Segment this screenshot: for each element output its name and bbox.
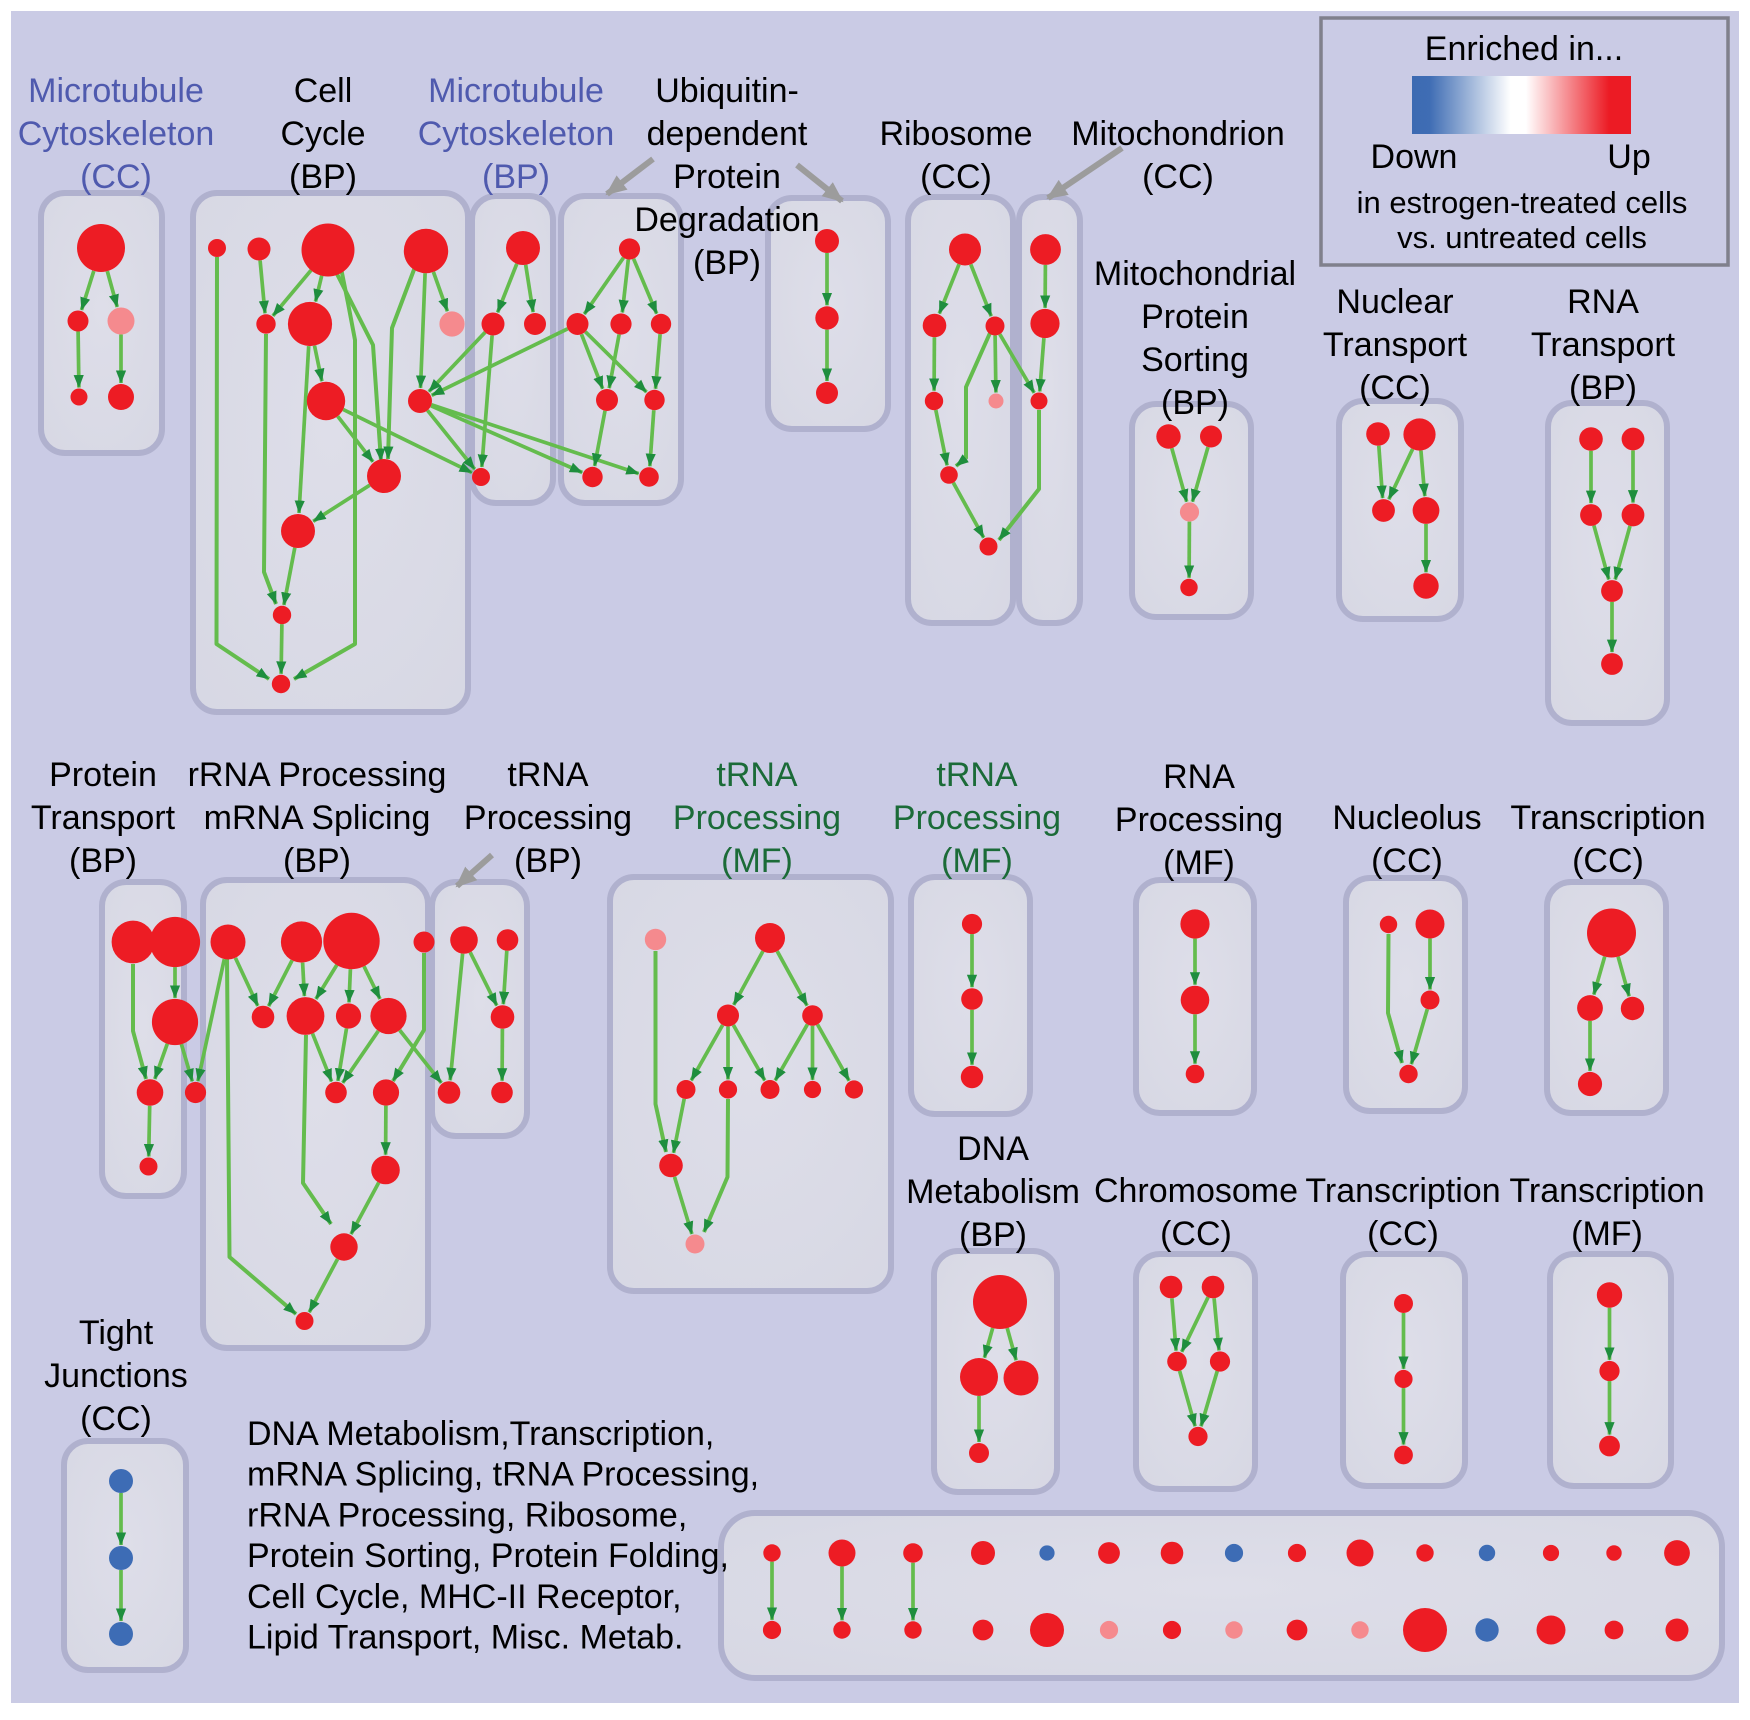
svg-text:Cycle: Cycle <box>280 115 365 153</box>
svg-text:Microtubule: Microtubule <box>28 72 204 110</box>
svg-text:Cell: Cell <box>294 72 353 110</box>
svg-text:(BP): (BP) <box>289 158 357 196</box>
svg-text:Microtubule: Microtubule <box>428 72 604 110</box>
svg-text:mRNA Splicing, tRNA Processing: mRNA Splicing, tRNA Processing, <box>247 1456 759 1494</box>
svg-text:(CC): (CC) <box>1142 158 1214 196</box>
svg-text:RNA: RNA <box>1163 758 1235 796</box>
svg-text:vs. untreated cells: vs. untreated cells <box>1397 220 1647 255</box>
svg-text:Transcription: Transcription <box>1305 1172 1500 1210</box>
svg-text:RNA: RNA <box>1567 283 1639 321</box>
svg-text:(CC): (CC) <box>1160 1215 1232 1253</box>
svg-text:Tight: Tight <box>79 1314 154 1352</box>
svg-text:Processing: Processing <box>893 799 1061 837</box>
svg-text:Transport: Transport <box>1323 326 1468 364</box>
svg-text:(CC): (CC) <box>80 1400 152 1438</box>
svg-text:Transcription: Transcription <box>1509 1172 1704 1210</box>
svg-text:(BP): (BP) <box>1161 384 1229 422</box>
svg-text:(MF): (MF) <box>1163 844 1235 882</box>
svg-text:(CC): (CC) <box>1367 1215 1439 1253</box>
svg-text:(MF): (MF) <box>941 842 1013 880</box>
svg-text:(BP): (BP) <box>693 244 761 282</box>
svg-text:(CC): (CC) <box>1572 842 1644 880</box>
svg-text:Junctions: Junctions <box>44 1357 188 1395</box>
svg-text:Up: Up <box>1607 138 1650 176</box>
svg-text:Mitochondrion: Mitochondrion <box>1071 115 1285 153</box>
svg-text:rRNA Processing: rRNA Processing <box>188 756 447 794</box>
svg-text:Processing: Processing <box>464 799 632 837</box>
svg-text:Enriched in...: Enriched in... <box>1425 30 1623 68</box>
svg-text:Cell Cycle, MHC-II Receptor,: Cell Cycle, MHC-II Receptor, <box>247 1578 682 1616</box>
svg-text:(CC): (CC) <box>1371 842 1443 880</box>
svg-text:Transcription: Transcription <box>1510 799 1705 837</box>
svg-text:tRNA: tRNA <box>716 756 798 794</box>
svg-text:Protein: Protein <box>1141 298 1249 336</box>
svg-text:DNA Metabolism,Transcription,: DNA Metabolism,Transcription, <box>247 1415 714 1453</box>
svg-text:Mitochondrial: Mitochondrial <box>1094 255 1296 293</box>
svg-text:rRNA Processing, Ribosome,: rRNA Processing, Ribosome, <box>247 1496 687 1534</box>
svg-text:Protein Sorting, Protein Foldi: Protein Sorting, Protein Folding, <box>247 1537 729 1575</box>
svg-text:Processing: Processing <box>1115 801 1283 839</box>
svg-text:Protein: Protein <box>49 756 157 794</box>
svg-text:(BP): (BP) <box>69 842 137 880</box>
svg-text:Nuclear: Nuclear <box>1336 283 1453 321</box>
svg-text:Transport: Transport <box>31 799 176 837</box>
svg-text:Cytoskeleton: Cytoskeleton <box>18 115 215 153</box>
svg-text:Ribosome: Ribosome <box>879 115 1032 153</box>
svg-text:in estrogen-treated cells: in estrogen-treated cells <box>1357 185 1688 220</box>
svg-text:(CC): (CC) <box>1359 369 1431 407</box>
svg-text:(MF): (MF) <box>1571 1215 1643 1253</box>
svg-text:Chromosome: Chromosome <box>1094 1172 1298 1210</box>
svg-text:(CC): (CC) <box>920 158 992 196</box>
svg-text:tRNA: tRNA <box>507 756 589 794</box>
svg-text:mRNA Splicing: mRNA Splicing <box>204 799 431 837</box>
svg-text:DNA: DNA <box>957 1130 1029 1168</box>
svg-text:Cytoskeleton: Cytoskeleton <box>418 115 615 153</box>
svg-text:dependent: dependent <box>647 115 808 153</box>
svg-text:Ubiquitin-: Ubiquitin- <box>655 72 799 110</box>
svg-text:(BP): (BP) <box>959 1216 1027 1254</box>
svg-text:tRNA: tRNA <box>936 756 1018 794</box>
svg-text:Lipid Transport, Misc. Metab.: Lipid Transport, Misc. Metab. <box>247 1619 684 1657</box>
svg-text:Processing: Processing <box>673 799 841 837</box>
svg-text:(BP): (BP) <box>1569 369 1637 407</box>
svg-text:(BP): (BP) <box>514 842 582 880</box>
svg-text:Transport: Transport <box>1531 326 1676 364</box>
svg-text:Metabolism: Metabolism <box>906 1173 1080 1211</box>
svg-text:Sorting: Sorting <box>1141 341 1249 379</box>
svg-text:(CC): (CC) <box>80 158 152 196</box>
svg-text:Protein: Protein <box>673 158 781 196</box>
svg-text:Down: Down <box>1371 138 1458 176</box>
svg-text:(BP): (BP) <box>283 842 351 880</box>
svg-text:Degradation: Degradation <box>634 201 819 239</box>
svg-text:(BP): (BP) <box>482 158 550 196</box>
svg-text:Nucleolus: Nucleolus <box>1332 799 1481 837</box>
svg-text:(MF): (MF) <box>721 842 793 880</box>
